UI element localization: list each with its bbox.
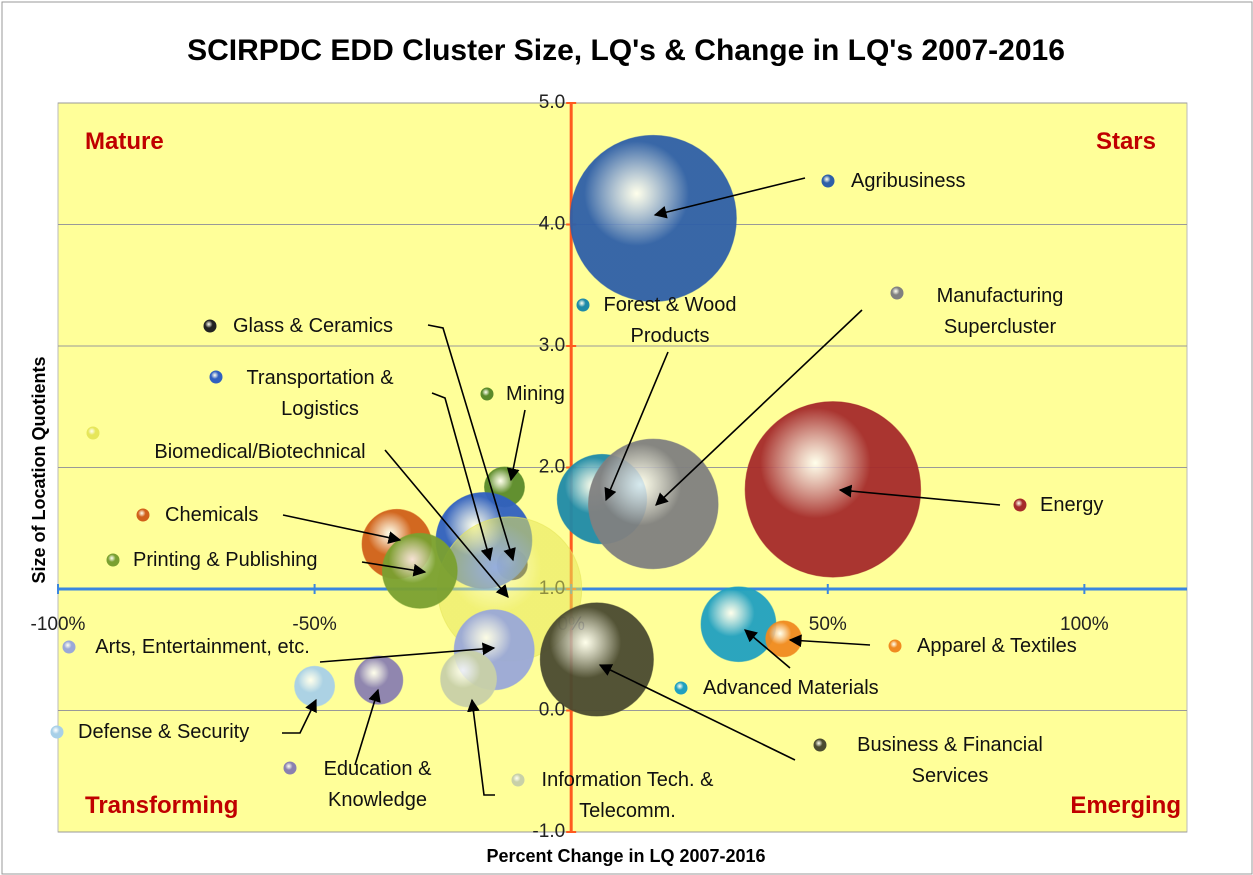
legend-dot (576, 298, 590, 312)
bubble-label: Biomedical/Biotechnical (154, 441, 366, 463)
bubble (294, 665, 336, 707)
leader-arrow (506, 409, 526, 482)
bubble (440, 650, 497, 708)
y-tick-label: 5.0 (539, 92, 565, 113)
legend-dot (511, 773, 525, 787)
bubble-label: Forest & Wood Products (603, 294, 737, 347)
legend-dot (821, 174, 835, 188)
y-tick-label: 0.0 (539, 700, 565, 721)
bubble-label: Transportation & Logistics (246, 367, 394, 420)
leader-arrow (427, 324, 516, 562)
bubble-label: Printing & Publishing (133, 549, 318, 571)
leader-arrow (282, 514, 402, 544)
bubble-label: Agribusiness (851, 170, 966, 192)
bubble-label: Defense & Security (78, 721, 250, 743)
x-tick-label: -100% (31, 614, 86, 635)
quadrant-label: Emerging (1070, 792, 1181, 819)
leader-arrow (361, 561, 427, 577)
legend-dot (674, 681, 688, 695)
x-tick-label: 100% (1060, 614, 1109, 635)
quadrant-label: Transforming (85, 792, 239, 819)
bubble (539, 602, 654, 717)
bubble-label: Manufacturing Supercluster (936, 285, 1064, 338)
bubble-label: Business & Financial Services (857, 734, 1043, 787)
quadrant-label: Mature (85, 128, 164, 155)
leader-arrow (282, 698, 317, 734)
legend-dot (480, 387, 494, 401)
bubble-label: Energy (1040, 494, 1104, 516)
leader-arrow (838, 484, 1001, 506)
bubble-label: Chemicals (165, 504, 259, 526)
legend-dot (86, 426, 100, 440)
bubble (744, 401, 922, 578)
leader-arrow (384, 449, 509, 598)
leader-arrow (788, 634, 871, 648)
y-tick-label: 4.0 (539, 214, 565, 235)
leader-arrow (431, 392, 494, 562)
legend-dot (136, 508, 150, 522)
legend-dot (106, 553, 120, 567)
legend-dot (1013, 498, 1027, 512)
chart-title: SCIRPDC EDD Cluster Size, LQ's & Change … (187, 34, 1065, 67)
leader-arrow (655, 309, 863, 506)
x-tick-label: -50% (292, 614, 336, 635)
bubble-label: Mining (506, 383, 565, 405)
quadrant-label: Stars (1095, 128, 1156, 155)
legend-dot (62, 640, 76, 654)
leader-arrow (598, 664, 796, 761)
bubble (569, 134, 737, 302)
y-tick-label: 2.0 (539, 457, 565, 478)
bubble (700, 586, 777, 663)
y-axis-label: Size of Location Quotients (29, 356, 49, 583)
bubble-label: Advanced Materials (703, 677, 879, 699)
leader-arrow (354, 688, 381, 766)
bubble-label: Apparel & Textiles (917, 635, 1077, 657)
x-axis-label: Percent Change in LQ 2007-2016 (486, 846, 765, 866)
x-tick-label: 50% (809, 614, 847, 635)
bubble (587, 438, 719, 570)
y-tick-label: -1.0 (532, 821, 565, 842)
legend-dot (50, 725, 64, 739)
y-tick-label: 3.0 (539, 335, 565, 356)
legend-dot (888, 639, 902, 653)
legend-dot (203, 319, 217, 333)
bubble-label: Education & Knowledge (323, 758, 432, 811)
leader-arrow (653, 177, 806, 219)
legend-dot (813, 738, 827, 752)
legend-dot (209, 370, 223, 384)
bubble (354, 655, 404, 705)
leader-arrow (744, 629, 791, 669)
bubble-label: Arts, Entertainment, etc. (95, 636, 310, 658)
bubble-label: Information Tech. & Telecomm. (541, 769, 714, 822)
leader-arrow (467, 698, 495, 796)
legend-dot (890, 286, 904, 300)
legend-dot (283, 761, 297, 775)
leader-arrow (319, 642, 496, 663)
bubble-label: Glass & Ceramics (233, 315, 394, 337)
leader-arrow (604, 351, 669, 502)
